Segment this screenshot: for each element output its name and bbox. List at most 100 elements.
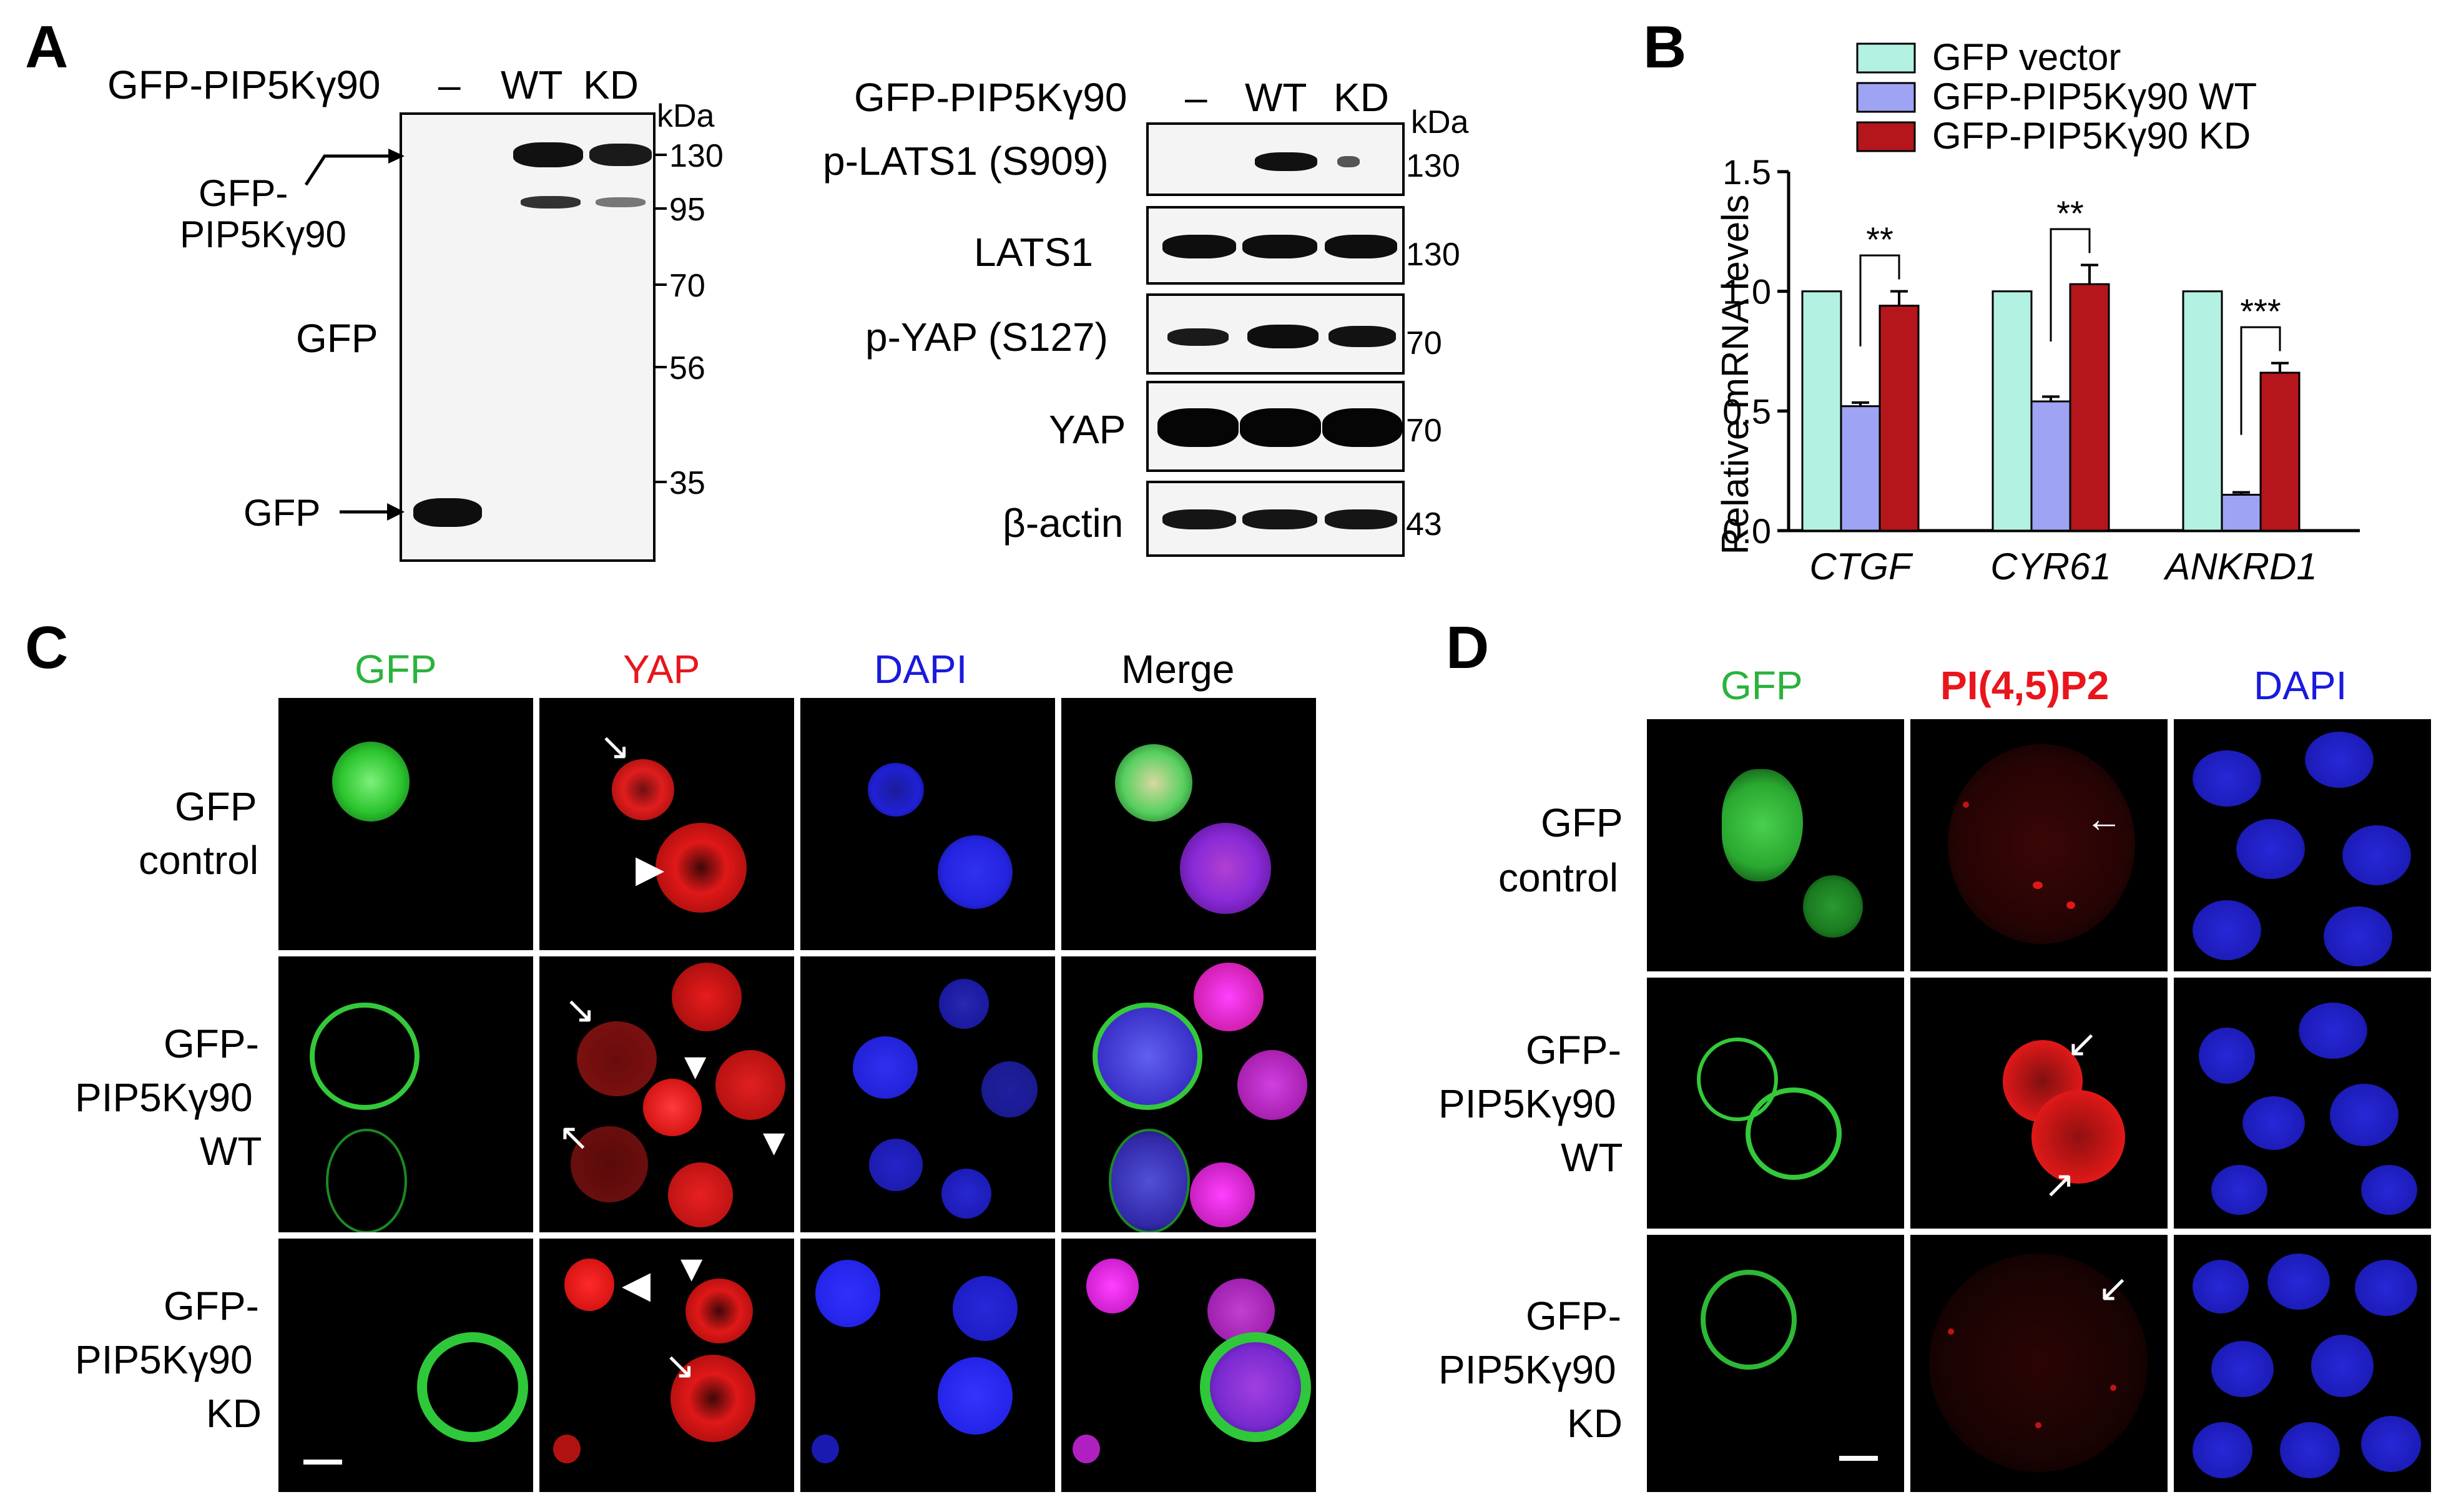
gfp-cell — [1722, 769, 1803, 881]
panel-d-col-dapi: DAPI — [2254, 663, 2347, 708]
significance-label: ** — [2056, 194, 2084, 233]
arrowhead-icon: ▶ — [636, 848, 665, 890]
significance-label: *** — [2240, 292, 2281, 331]
left-blot-side-label-line1: GFP- — [199, 172, 288, 214]
x-tick-label: CYR61 — [1990, 546, 2111, 587]
panel-d-r3-pip2-tile: ↙ — [1910, 1235, 2168, 1492]
panel-d-letter: D — [1446, 614, 1490, 681]
panel-c-col-yap: YAP — [623, 647, 700, 692]
panel-d-r3-gfp-tile — [1647, 1235, 1904, 1492]
right-blot-lane-control: – — [1185, 75, 1207, 120]
yap-cell — [656, 823, 747, 913]
legend-swatch — [1856, 42, 1916, 74]
panel-c-row2-line3: WT — [200, 1129, 262, 1174]
nucleus — [815, 1260, 880, 1327]
arrow-icon: ↗ — [2044, 1164, 2076, 1205]
merged-cell — [1115, 744, 1192, 822]
legend-swatch — [1856, 121, 1916, 152]
arrow-icon: ↖ — [558, 1116, 590, 1158]
right-blot-row-label-lats1: LATS1 — [974, 230, 1093, 275]
bar — [1992, 290, 2033, 532]
legend-swatch — [1856, 82, 1916, 113]
nucleus — [2236, 819, 2305, 879]
right-blot-kda-label: kDa — [1411, 104, 1469, 140]
arrowhead-icon: ▼ — [755, 1121, 793, 1163]
panel-b-letter: B — [1643, 14, 1687, 81]
arrow-icon: ← — [2085, 798, 2123, 840]
merged-cell — [1200, 1332, 1311, 1442]
right-blot-row-label-yap: YAP — [1049, 407, 1126, 452]
merged-cell — [1194, 963, 1264, 1031]
panel-d-r2-gfp-tile — [1647, 978, 1904, 1229]
right-marker-p-lats1: 130 — [1406, 148, 1460, 184]
band-95-wt — [521, 196, 581, 209]
tick-95 — [656, 207, 667, 210]
panel-d-row1-line1: GFP — [1541, 800, 1623, 845]
nucleus — [2193, 1260, 2249, 1313]
yap-cell — [668, 1162, 733, 1227]
legend-label: GFP-PIP5Kγ90 WT — [1932, 76, 2257, 117]
legend-label: GFP-PIP5Kγ90 KD — [1932, 115, 2251, 157]
left-blot-side-label-line2: PIP5Kγ90 — [180, 214, 346, 255]
nucleus — [2299, 1003, 2367, 1059]
band-yap-wt — [1240, 408, 1321, 447]
nucleus — [2305, 732, 2374, 788]
arrow-icon: ↘ — [664, 1345, 696, 1387]
panel-c-row2-line1: GFP- — [164, 1021, 259, 1066]
bar — [2182, 290, 2223, 532]
pip2-puncta — [1963, 802, 1969, 808]
panel-d-r1-gfp-tile — [1647, 719, 1904, 971]
marker-35: 35 — [669, 465, 705, 501]
marker-56: 56 — [669, 350, 705, 386]
yap-cell — [553, 1435, 581, 1463]
merged-cell — [1237, 1050, 1307, 1120]
right-blot-row-label-p-yap: p-YAP (S127) — [865, 315, 1108, 360]
left-blot-kda-label: kDa — [657, 98, 715, 134]
right-blot-header-label: GFP-PIP5Kγ90 — [854, 75, 1127, 120]
nucleus — [869, 1139, 923, 1191]
nucleus — [2280, 1422, 2340, 1478]
arrowhead-icon: ◀ — [622, 1264, 651, 1305]
arrowhead-icon: ▼ — [677, 1045, 714, 1087]
y-tick-label: 0.5 — [1722, 391, 1771, 431]
yap-cell — [571, 1126, 648, 1202]
panel-c-r1-yap-tile: ↘ ▶ — [539, 698, 794, 950]
merged-cell — [1073, 1435, 1100, 1463]
bar — [2069, 283, 2110, 532]
band-actin-wt — [1242, 509, 1317, 529]
yap-cell — [643, 1079, 702, 1136]
chart-significance: ******* — [1859, 194, 2281, 435]
bar — [1840, 405, 1881, 532]
panel-c-row3-line1: GFP- — [164, 1284, 259, 1328]
band-actin-control — [1162, 509, 1236, 529]
nucleus — [2242, 1096, 2305, 1150]
gfp-membrane-ring — [326, 1129, 407, 1232]
bar — [2030, 400, 2071, 532]
bar — [1879, 305, 1920, 532]
panel-d-row3-line1: GFP- — [1526, 1294, 1621, 1338]
pip2-puncta — [2066, 901, 2075, 909]
panel-c-row3-line2: PIP5Kγ90 — [75, 1337, 253, 1382]
pip2-puncta — [1948, 1328, 1954, 1335]
gfp-membrane-ring — [417, 1332, 528, 1442]
gfp-membrane-ring — [1701, 1270, 1797, 1370]
arrow-icon: ↙ — [2098, 1267, 2129, 1309]
nucleus — [2193, 1422, 2252, 1478]
nucleus — [2193, 750, 2261, 807]
panel-c-r2-merge-tile — [1061, 956, 1316, 1232]
scale-bar — [303, 1460, 342, 1465]
pip2-puncta — [2033, 881, 2043, 889]
panel-c-r3-gfp-tile — [278, 1239, 533, 1492]
marker-130: 130 — [669, 138, 724, 174]
significance-label: ** — [1866, 220, 1893, 259]
panel-c-row1-line1: GFP — [175, 784, 257, 829]
pip2-puncta — [2110, 1385, 2116, 1391]
y-axis-label: Relative mRNA levels — [1714, 195, 1756, 555]
right-blot-strip-p-yap — [1146, 293, 1405, 375]
panel-d-r2-dapi-tile — [2174, 978, 2431, 1229]
significance-bracket — [2240, 326, 2281, 435]
tick-70 — [656, 283, 667, 286]
scale-bar — [1839, 1456, 1878, 1461]
band-p-lats1-kd — [1337, 156, 1360, 167]
